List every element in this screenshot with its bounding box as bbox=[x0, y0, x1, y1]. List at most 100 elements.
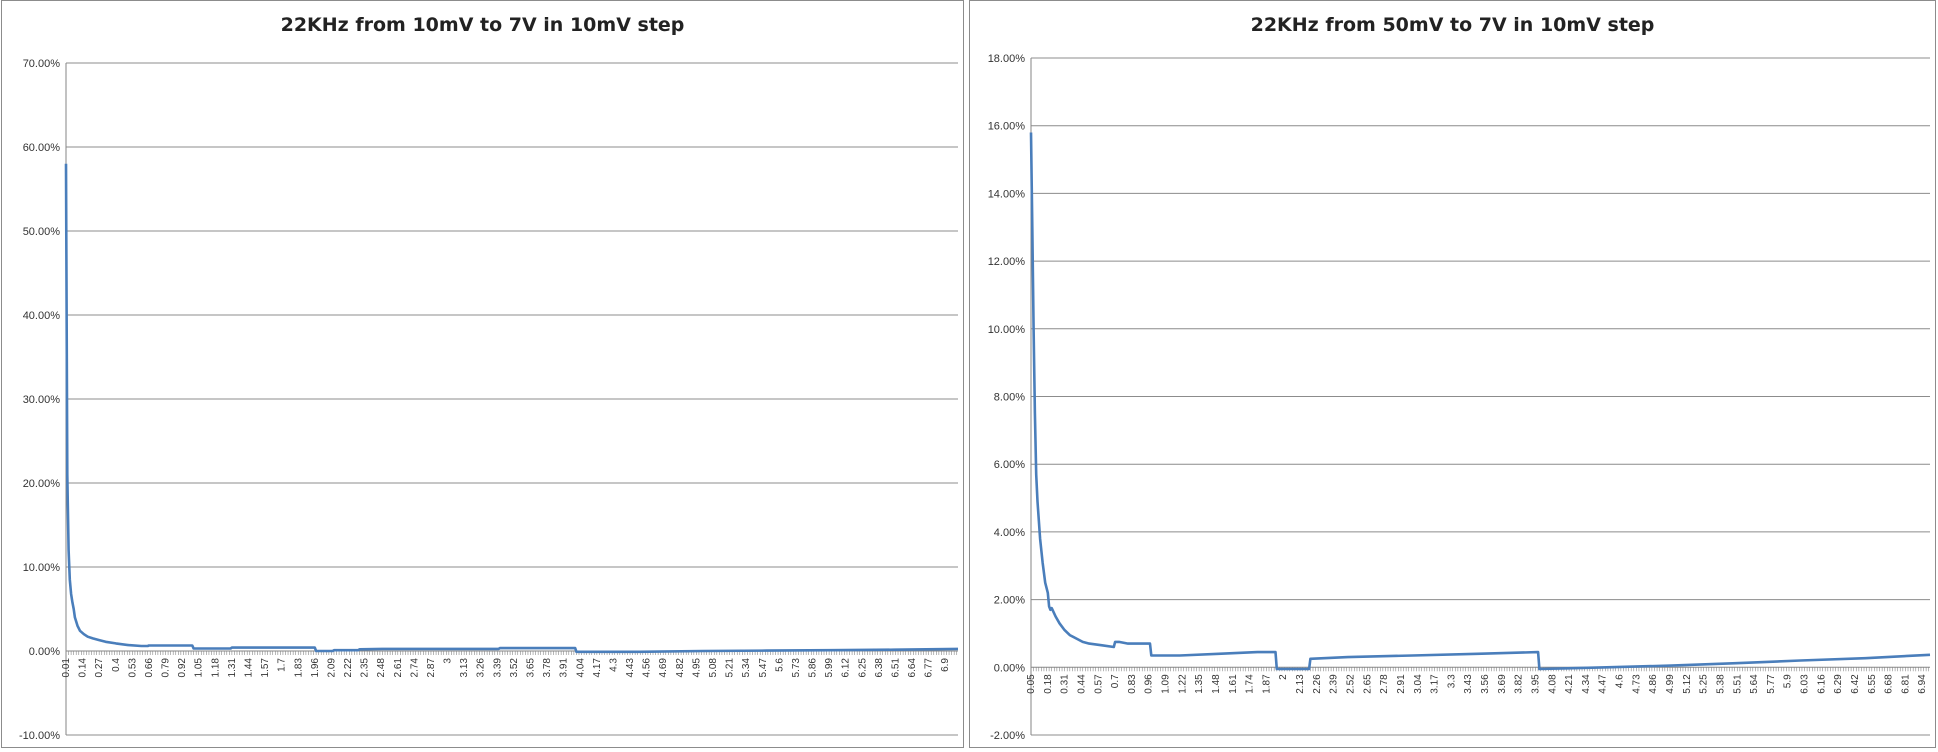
x-tick-label: 1.05 bbox=[194, 658, 205, 678]
y-tick-label: 16.00% bbox=[988, 121, 1026, 133]
x-tick-label: 0.31 bbox=[1060, 674, 1071, 694]
x-tick-label: 2.26 bbox=[1312, 674, 1323, 694]
x-tick-label: 6.55 bbox=[1867, 674, 1878, 694]
x-tick-label: 5.86 bbox=[808, 658, 819, 678]
x-tick-label: 4.17 bbox=[592, 658, 603, 678]
x-tick-label: 3.56 bbox=[1480, 674, 1491, 694]
y-tick-label: 20.00% bbox=[23, 478, 61, 490]
x-tick-label: 1.44 bbox=[243, 658, 254, 678]
x-tick-label: 3.3 bbox=[1446, 674, 1457, 688]
x-tick-label: 6.9 bbox=[940, 658, 951, 672]
x-tick-label: 1.87 bbox=[1261, 674, 1272, 694]
x-tick-label: 2 bbox=[1278, 674, 1289, 680]
x-tick-label: 0.44 bbox=[1076, 674, 1087, 694]
x-tick-label: 4.73 bbox=[1631, 674, 1642, 694]
x-tick-label: 2.39 bbox=[1329, 674, 1340, 694]
x-tick-label: 1.18 bbox=[210, 658, 221, 678]
chart-panel-right: 22KHz from 50mV to 7V in 10mV step 18.00… bbox=[969, 0, 1936, 748]
x-tick-label: 4.86 bbox=[1648, 674, 1659, 694]
x-tick-label: 2.35 bbox=[360, 658, 371, 678]
x-tick-label: 5.12 bbox=[1682, 674, 1693, 694]
x-tick-label: 6.12 bbox=[841, 658, 852, 678]
x-tick-label: 6.38 bbox=[874, 658, 885, 678]
x-tick-label: 2.91 bbox=[1396, 674, 1407, 694]
y-tick-label: 70.00% bbox=[23, 58, 61, 70]
x-tick-label: 3.39 bbox=[492, 658, 503, 678]
y-tick-label: 12.00% bbox=[988, 256, 1026, 268]
x-tick-label: 4.3 bbox=[608, 658, 619, 672]
y-tick-label: 18.00% bbox=[988, 53, 1026, 65]
y-tick-label: -10.00% bbox=[19, 730, 60, 742]
x-tick-label: 5.77 bbox=[1766, 674, 1777, 694]
y-tick-label: 60.00% bbox=[23, 142, 61, 154]
x-tick-label: 0.66 bbox=[144, 658, 155, 678]
x-tick-label: 5.34 bbox=[741, 658, 752, 678]
x-tick-label: 3.04 bbox=[1413, 674, 1424, 694]
x-tick-label: 5.9 bbox=[1783, 674, 1794, 688]
x-tick-label: 1.57 bbox=[260, 658, 271, 678]
x-tick-label: 3.26 bbox=[476, 658, 487, 678]
x-tick-label: 2.52 bbox=[1346, 674, 1357, 694]
x-tick-label: 1.83 bbox=[293, 658, 304, 678]
x-tick-label: 4.56 bbox=[642, 658, 653, 678]
x-tick-label: 2.65 bbox=[1362, 674, 1373, 694]
x-tick-label: 6.94 bbox=[1917, 674, 1928, 694]
x-tick-label: 3.91 bbox=[559, 658, 570, 678]
y-tick-label: 30.00% bbox=[23, 394, 61, 406]
x-tick-label: 0.57 bbox=[1093, 674, 1104, 694]
y-tick-label: 4.00% bbox=[994, 527, 1025, 539]
y-tick-label: 6.00% bbox=[994, 459, 1025, 471]
x-tick-label: 4.43 bbox=[625, 658, 636, 678]
x-tick-label: 0.05 bbox=[1026, 674, 1037, 694]
x-tick-label: 5.64 bbox=[1749, 674, 1760, 694]
y-tick-label: 8.00% bbox=[994, 392, 1025, 404]
chart-plot-right: 18.00% 16.00% 14.00% 12.00% 10.00% 8.00% 6.00%… bbox=[988, 53, 1931, 742]
x-tick-label: 5.51 bbox=[1732, 674, 1743, 694]
x-tick-label: 1.22 bbox=[1177, 674, 1188, 694]
x-tick-label: 5.21 bbox=[725, 658, 736, 678]
x-tick-label: 5.25 bbox=[1699, 674, 1710, 694]
x-tick-label: 3.95 bbox=[1530, 674, 1541, 694]
x-tick-label: 4.04 bbox=[575, 658, 586, 678]
x-tick-label: 1.74 bbox=[1245, 674, 1256, 694]
x-tick-label: 0.83 bbox=[1127, 674, 1138, 694]
x-tick-label: 5.47 bbox=[758, 658, 769, 678]
x-tick-label: 2.87 bbox=[426, 658, 437, 678]
x-tick-label: 6.81 bbox=[1900, 674, 1911, 694]
x-tick-label: 4.95 bbox=[691, 658, 702, 678]
x-tick-label: 0.18 bbox=[1043, 674, 1054, 694]
y-tick-label: 14.00% bbox=[988, 188, 1026, 200]
x-tick-label: 4.69 bbox=[658, 658, 669, 678]
chart-plot-left: 70.00%60.00%50.00%40.00%30.00%20.00%10.0… bbox=[19, 58, 959, 742]
x-tick-label: 6.16 bbox=[1816, 674, 1827, 694]
x-tick-label: 5.38 bbox=[1715, 674, 1726, 694]
x-tick-label: 3.82 bbox=[1514, 674, 1525, 694]
x-tick-label: 3 bbox=[443, 658, 454, 664]
x-tick-label: 5.6 bbox=[774, 658, 785, 672]
y-tick-label: 0.00% bbox=[29, 646, 60, 658]
x-tick-label: 2.09 bbox=[326, 658, 337, 678]
x-tick-label: 4.47 bbox=[1598, 674, 1609, 694]
x-tick-label: 1.31 bbox=[227, 658, 238, 678]
x-axis-minor-ticks bbox=[1030, 667, 1930, 672]
x-tick-label: 0.4 bbox=[111, 658, 122, 672]
x-tick-label: 1.7 bbox=[277, 658, 288, 672]
x-tick-label: 2.22 bbox=[343, 658, 354, 678]
x-axis-minor-ticks bbox=[65, 651, 958, 655]
x-tick-label: 1.48 bbox=[1211, 674, 1222, 694]
y-tick-label: 40.00% bbox=[23, 310, 61, 322]
x-tick-label: 6.03 bbox=[1800, 674, 1811, 694]
y-tick-label: 0.00% bbox=[994, 662, 1025, 674]
x-tick-label: 5.08 bbox=[708, 658, 719, 678]
x-tick-label: 1.61 bbox=[1228, 674, 1239, 694]
x-tick-label: 4.08 bbox=[1547, 674, 1558, 694]
x-tick-label: 4.82 bbox=[675, 658, 686, 678]
x-tick-label: 0.27 bbox=[94, 658, 105, 678]
series-line bbox=[64, 163, 959, 654]
x-tick-label: 0.96 bbox=[1144, 674, 1155, 694]
y-tick-label: 2.00% bbox=[994, 595, 1025, 607]
chart-title: 22KHz from 10mV to 7V in 10mV step bbox=[280, 14, 685, 36]
x-tick-label: 2.74 bbox=[409, 658, 420, 678]
x-tick-label: 3.43 bbox=[1463, 674, 1474, 694]
series-line bbox=[1029, 132, 1931, 671]
